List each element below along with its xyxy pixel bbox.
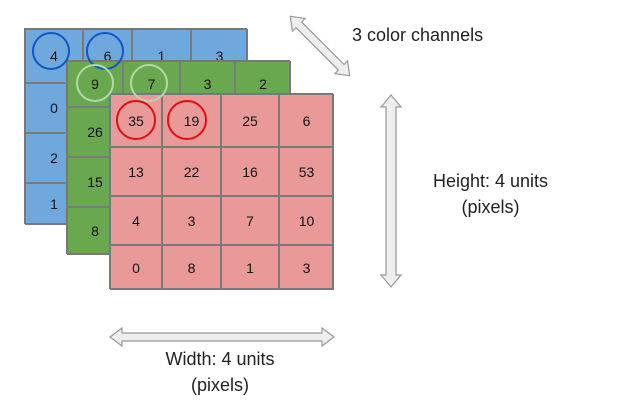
red-cell: 8 — [162, 245, 221, 290]
red-cell: 3 — [162, 196, 221, 245]
red-cell: 3 — [279, 245, 334, 290]
red-cell: 6 — [279, 94, 334, 147]
red-cell: 35 — [110, 94, 162, 147]
height-label-line1: Height: 4 units — [432, 171, 549, 191]
green-cell: 9 — [67, 61, 123, 107]
width-label-line2: (pixels) — [190, 375, 249, 395]
red-cell: 22 — [162, 147, 221, 196]
width-label-line1: Width: 4 units — [165, 349, 275, 369]
red-cell: 13 — [110, 147, 162, 196]
red-cell: 7 — [221, 196, 279, 245]
red-cell: 10 — [279, 196, 334, 245]
red-channel-grid: 35 19 25 6 13 22 16 53 4 3 7 10 0 8 1 3 — [109, 93, 334, 290]
red-cell: 4 — [110, 196, 162, 245]
red-cell: 16 — [221, 147, 279, 196]
red-cell: 0 — [110, 245, 162, 290]
red-cell: 25 — [221, 94, 279, 147]
height-label-line2: (pixels) — [461, 197, 520, 217]
height-label: Height: 4 units (pixels) — [418, 168, 563, 220]
red-cell: 53 — [279, 147, 334, 196]
red-cell: 19 — [162, 94, 221, 147]
channels-label: 3 color channels — [352, 25, 484, 45]
red-cell: 1 — [221, 245, 279, 290]
width-label: Width: 4 units (pixels) — [150, 346, 290, 398]
blue-cell: 4 — [25, 29, 83, 83]
